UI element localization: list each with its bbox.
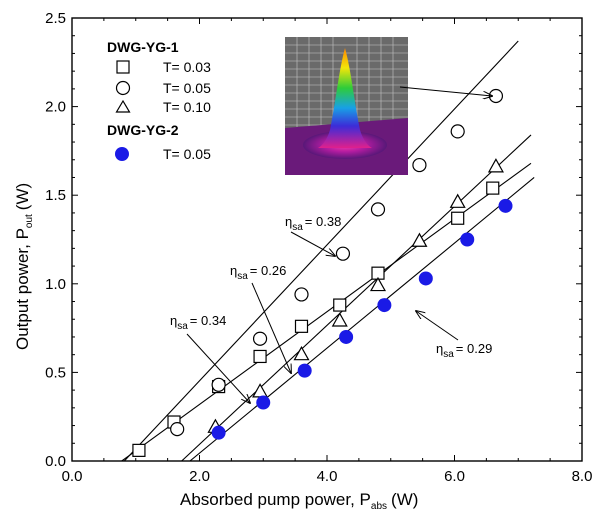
data-point-triangle xyxy=(293,345,310,361)
fit-line xyxy=(121,162,532,461)
data-point-circle xyxy=(370,202,386,217)
data-point-triangle xyxy=(369,276,387,292)
x-tick-label: 8.0 xyxy=(572,468,593,485)
legend-label-yg2-t005: T= 0.05 xyxy=(163,146,211,162)
data-point-square xyxy=(333,298,347,312)
data-point-square xyxy=(132,443,146,457)
legend-circle-marker xyxy=(115,80,131,96)
x-axis-label-unit: (W) xyxy=(391,490,418,509)
data-point-triangle xyxy=(411,232,428,247)
fit-line xyxy=(189,177,535,461)
data-point-filled-circle xyxy=(460,232,475,247)
legend-label-t005: T= 0.05 xyxy=(163,80,211,96)
data-point-filled-circle xyxy=(498,198,513,213)
y-tick-label: 2.0 xyxy=(45,99,66,116)
data-point-square xyxy=(253,349,267,364)
legend-square-marker xyxy=(116,60,130,74)
x-tick-label: 6.0 xyxy=(444,468,465,485)
legend-label-t003: T= 0.03 xyxy=(163,59,211,75)
x-tick-label: 2.0 xyxy=(189,468,210,485)
data-point-circle xyxy=(450,124,465,139)
legend-group1-title: DWG-YG-1 xyxy=(107,39,179,55)
legend-group2-title: DWG-YG-2 xyxy=(107,122,179,138)
data-markers xyxy=(132,88,513,457)
legend-label-t010: T= 0.10 xyxy=(163,99,211,115)
data-point-triangle xyxy=(449,193,466,208)
data-point-filled-circle xyxy=(256,395,271,410)
y-axis-label-unit: (W) xyxy=(13,183,32,210)
fit-line xyxy=(181,134,532,461)
data-point-triangle xyxy=(331,312,348,327)
annotation-eta-038: ηsa = 0.38 xyxy=(285,214,341,233)
axes xyxy=(71,17,583,462)
data-point-circle xyxy=(412,157,427,173)
data-point-square xyxy=(451,211,465,225)
y-tick-label: 2.5 xyxy=(45,10,66,27)
data-point-triangle xyxy=(487,158,504,173)
data-point-triangle xyxy=(252,383,269,398)
data-point-square xyxy=(486,181,500,195)
beam-profile-inset xyxy=(285,37,492,175)
legend-filled-circle-marker xyxy=(115,147,129,161)
data-point-circle xyxy=(170,422,185,437)
data-point-square xyxy=(294,319,309,333)
data-point-filled-circle xyxy=(418,271,433,286)
annotation-eta-029: ηsa = 0.29 xyxy=(436,341,492,360)
x-axis-label-sub: abs xyxy=(371,501,387,512)
y-axis-label: Output power, Pout (W) xyxy=(13,183,35,350)
tick-labels: 0.0 2.0 4.0 6.0 8.0 0.0 0.5 1.0 1.5 2.0 2.5 xyxy=(45,10,592,485)
y-axis-label-sub: out xyxy=(24,214,35,228)
x-tick-label: 4.0 xyxy=(317,468,338,485)
y-tick-label: 1.5 xyxy=(45,187,66,204)
annotation-eta-034: ηsa = 0.34 xyxy=(170,313,226,332)
y-axis-label-main: Output power, P xyxy=(13,228,32,350)
y-tick-label: 0.0 xyxy=(45,453,66,470)
y-tick-label: 1.0 xyxy=(45,276,66,293)
x-axis-label-main: Absorbed pump power, P xyxy=(180,490,371,509)
legend: DWG-YG-1 T= 0.03 T= 0.05 T= 0.10 DWG-YG-… xyxy=(107,39,211,162)
data-point-circle xyxy=(294,287,309,302)
data-point-filled-circle xyxy=(297,363,312,378)
x-tick-label: 0.0 xyxy=(62,468,83,485)
legend-triangle-marker xyxy=(115,99,131,113)
data-point-circle xyxy=(335,246,351,261)
annotation-eta-026: ηsa = 0.26 xyxy=(230,263,286,282)
data-point-filled-circle xyxy=(377,298,392,313)
data-point-filled-circle xyxy=(339,329,354,344)
annotations: ηsa = 0.38 ηsa = 0.26 ηsa = 0.34 ηsa = 0.29 xyxy=(170,214,492,403)
fit-line xyxy=(123,40,519,461)
x-axis-label: Absorbed pump power, Pabs (W) xyxy=(180,490,418,512)
data-point-circle xyxy=(252,331,268,346)
data-point-circle xyxy=(211,377,226,392)
data-point-filled-circle xyxy=(211,425,226,440)
y-tick-label: 0.5 xyxy=(45,364,66,381)
